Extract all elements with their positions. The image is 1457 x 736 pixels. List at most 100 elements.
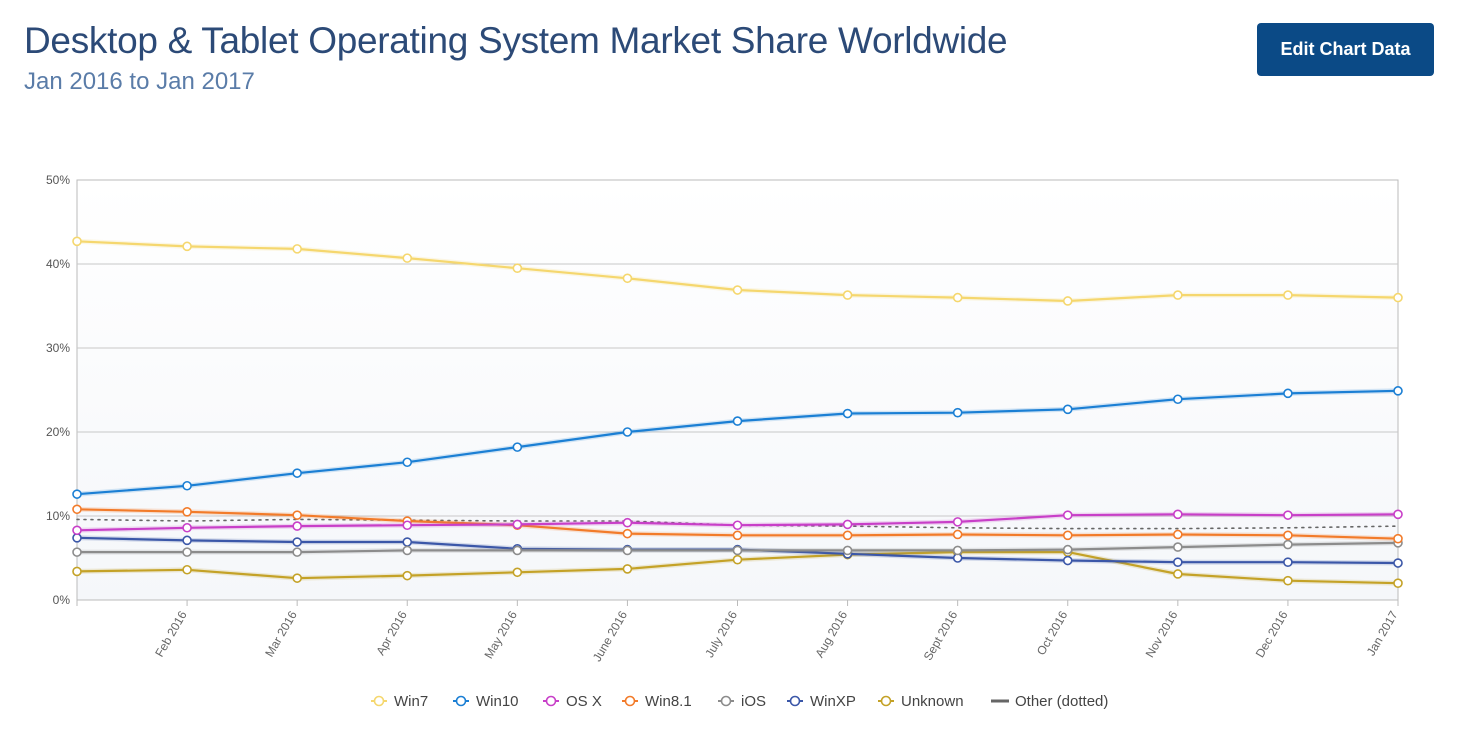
- legend-label: Unknown: [901, 693, 964, 710]
- data-point[interactable]: [1283, 575, 1293, 586]
- page-subtitle: Jan 2016 to Jan 2017: [24, 68, 255, 95]
- series-2: [72, 509, 1403, 536]
- data-point[interactable]: [1062, 555, 1073, 566]
- data-point[interactable]: [842, 545, 853, 556]
- legend-item[interactable]: WinXP: [787, 693, 856, 710]
- data-point[interactable]: [1173, 290, 1183, 300]
- data-point[interactable]: [1062, 544, 1073, 555]
- data-point[interactable]: [1173, 557, 1183, 568]
- data-point[interactable]: [72, 504, 82, 515]
- data-point[interactable]: [512, 519, 523, 530]
- data-point[interactable]: [952, 545, 963, 556]
- data-point[interactable]: [1062, 510, 1073, 520]
- data-point[interactable]: [1173, 509, 1183, 520]
- data-point[interactable]: [1283, 388, 1293, 399]
- data-point[interactable]: [72, 566, 82, 577]
- legend-item[interactable]: Unknown: [878, 693, 964, 710]
- data-point[interactable]: [732, 554, 743, 565]
- data-point[interactable]: [292, 510, 302, 520]
- legend-marker-icon: [624, 695, 636, 707]
- data-point[interactable]: [1283, 510, 1293, 520]
- data-point[interactable]: [842, 519, 853, 530]
- data-point[interactable]: [952, 292, 963, 303]
- legend-label: WinXP: [810, 693, 856, 710]
- legend-item[interactable]: iOS: [718, 693, 766, 710]
- data-point[interactable]: [1283, 290, 1293, 300]
- data-point[interactable]: [1393, 292, 1403, 303]
- data-point[interactable]: [732, 416, 743, 426]
- data-point[interactable]: [952, 529, 963, 540]
- data-point[interactable]: [72, 489, 82, 499]
- legend-marker-icon: [880, 695, 892, 707]
- data-point[interactable]: [512, 263, 523, 274]
- y-axis: 0% 10% 20% 30% 40% 50%: [46, 173, 70, 607]
- data-point[interactable]: [622, 564, 633, 574]
- data-point[interactable]: [1173, 542, 1183, 552]
- data-point[interactable]: [842, 290, 853, 300]
- data-point[interactable]: [952, 517, 963, 527]
- data-point[interactable]: [622, 528, 633, 539]
- data-point[interactable]: [292, 573, 302, 583]
- data-point[interactable]: [402, 570, 413, 581]
- data-point[interactable]: [1173, 394, 1183, 405]
- data-point[interactable]: [842, 408, 853, 419]
- data-point[interactable]: [292, 547, 302, 557]
- data-point[interactable]: [1393, 509, 1403, 520]
- data-point[interactable]: [952, 407, 963, 418]
- data-point[interactable]: [182, 547, 192, 557]
- legend-label: Win8.1: [645, 693, 692, 710]
- legend-item[interactable]: OS X: [543, 693, 602, 710]
- data-point[interactable]: [402, 545, 413, 556]
- data-point[interactable]: [1062, 404, 1073, 415]
- data-point[interactable]: [842, 530, 853, 541]
- data-point[interactable]: [292, 468, 302, 478]
- data-point[interactable]: [1283, 557, 1293, 568]
- data-point[interactable]: [182, 564, 192, 575]
- data-point[interactable]: [1062, 296, 1073, 306]
- data-point[interactable]: [402, 457, 413, 468]
- data-point[interactable]: [292, 537, 302, 547]
- legend-item[interactable]: Win8.1: [622, 693, 692, 710]
- data-point[interactable]: [402, 520, 413, 531]
- data-point[interactable]: [732, 545, 743, 556]
- data-point[interactable]: [182, 506, 192, 517]
- data-point[interactable]: [1283, 530, 1293, 541]
- legend-item[interactable]: Win10: [453, 693, 519, 710]
- data-point[interactable]: [622, 427, 633, 437]
- data-point[interactable]: [1173, 569, 1183, 579]
- data-point[interactable]: [72, 236, 82, 247]
- data-point[interactable]: [182, 241, 192, 252]
- data-point[interactable]: [402, 253, 413, 263]
- data-point[interactable]: [72, 525, 82, 536]
- data-point[interactable]: [1393, 578, 1403, 589]
- y-tick-label: 40%: [46, 257, 70, 271]
- data-point[interactable]: [512, 545, 523, 556]
- data-point[interactable]: [292, 244, 302, 254]
- y-tick-label: 10%: [46, 509, 70, 523]
- data-point[interactable]: [1173, 529, 1183, 540]
- data-point[interactable]: [622, 517, 633, 528]
- data-point[interactable]: [1393, 386, 1403, 396]
- data-point[interactable]: [292, 521, 302, 531]
- legend-item[interactable]: Win7: [371, 693, 428, 710]
- data-point[interactable]: [512, 567, 523, 578]
- data-point[interactable]: [622, 545, 633, 556]
- data-point[interactable]: [1283, 539, 1293, 550]
- data-point[interactable]: [72, 547, 82, 557]
- legend-item[interactable]: Other (dotted): [991, 693, 1108, 710]
- legend[interactable]: Win7 Win10 OS X Win8.1 iOS WinXP Unknown Other …: [371, 693, 1108, 710]
- data-point[interactable]: [732, 285, 743, 295]
- data-point[interactable]: [402, 537, 413, 547]
- series-1: [72, 386, 1403, 499]
- data-point[interactable]: [1062, 530, 1073, 541]
- data-point[interactable]: [182, 522, 192, 533]
- data-point[interactable]: [622, 273, 633, 284]
- data-point[interactable]: [732, 520, 743, 531]
- data-point[interactable]: [732, 530, 743, 541]
- data-point[interactable]: [182, 480, 192, 491]
- data-point[interactable]: [1393, 533, 1403, 544]
- data-point[interactable]: [182, 535, 192, 546]
- data-point[interactable]: [1393, 558, 1403, 568]
- data-point[interactable]: [512, 442, 523, 452]
- edit-chart-data-button[interactable]: Edit Chart Data: [1257, 23, 1434, 76]
